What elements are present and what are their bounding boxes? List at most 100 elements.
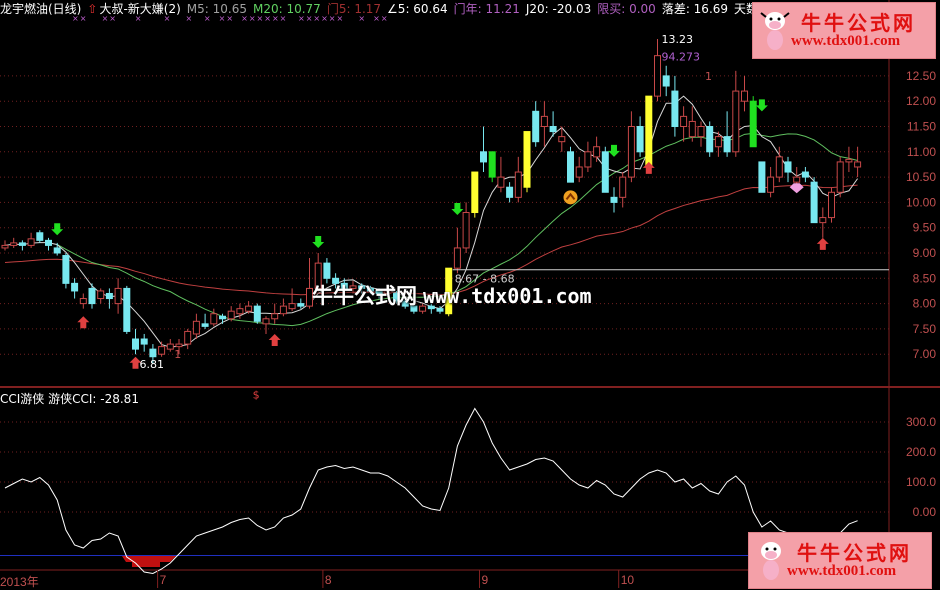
candle-up	[540, 115, 548, 127]
candle-up	[114, 287, 122, 305]
green-down-arrow-icon	[312, 235, 325, 248]
y-tick-label: 12.00	[906, 94, 936, 108]
candle-down	[436, 308, 444, 312]
candle-down	[480, 151, 487, 163]
candle-up	[271, 313, 279, 320]
red-up-arrow-icon	[129, 356, 142, 369]
candle-down	[427, 305, 435, 310]
candle-down	[253, 305, 261, 322]
candle-up	[793, 176, 801, 183]
candle-up	[514, 171, 522, 198]
candle-up	[497, 176, 505, 188]
candle-up	[845, 158, 853, 163]
candle-down	[149, 348, 157, 358]
chart-annotation: $	[253, 389, 260, 402]
candle-down	[45, 239, 52, 246]
cci-line	[4, 407, 858, 575]
candle-up	[854, 161, 862, 168]
candle-down	[567, 151, 574, 183]
candle-up	[166, 343, 174, 350]
candle-down	[671, 90, 679, 127]
date-label: 2013年	[0, 575, 39, 589]
red-up-arrow-icon	[816, 237, 829, 250]
candle-up	[688, 120, 696, 138]
candle-down	[53, 247, 61, 254]
signal-marker-row: ×× ×× × × × × ×× ×××××× ×××××× × ××	[72, 14, 389, 23]
header-values: M5: 10.65 M20: 10.77 门5: 1.17 ∠5: 60.64 门年: …	[187, 2, 799, 16]
header-value: 落差: 16.69	[661, 2, 729, 16]
candle-yellow	[523, 131, 531, 188]
stock-title: 龙宇燃油(日线)	[0, 2, 82, 16]
candle-up	[262, 318, 270, 325]
candle-up	[1, 244, 9, 249]
candle-down	[18, 242, 26, 246]
y-tick-label: 7.50	[913, 322, 937, 336]
indicator-name: 大叔-新大嫌(2)	[99, 2, 181, 16]
cow-mascot-icon	[761, 542, 781, 580]
logo-url: www.tdx001.com	[787, 563, 897, 579]
candle-down	[810, 181, 818, 224]
candle-up	[654, 55, 661, 97]
logo-name: 牛牛公式网	[801, 11, 916, 35]
chart-annotation: 94.273	[662, 51, 701, 64]
diamond-icon	[789, 183, 804, 194]
y-tick-label: 8.50	[913, 271, 937, 285]
green-down-arrow-icon	[51, 223, 64, 236]
logo-url: www.tdx001.com	[791, 33, 901, 49]
candle-down	[506, 186, 514, 198]
candle-up	[775, 156, 783, 178]
candle-down	[140, 338, 148, 345]
candle-down	[88, 287, 96, 305]
candle-down	[219, 315, 226, 320]
candle-down	[366, 287, 374, 292]
chart-annotation: 1	[174, 348, 181, 361]
candle-up	[227, 310, 235, 320]
logo-name: 牛牛公式网	[797, 541, 912, 565]
header-value: M5: 10.65	[186, 2, 247, 16]
watermark-name: 牛牛公式网	[312, 284, 417, 308]
red-up-arrow-icon	[77, 316, 90, 329]
chart-annotation: 13.23	[662, 33, 694, 46]
candle-up	[767, 176, 775, 193]
candle-up	[741, 90, 748, 102]
cci-tick-label: 0.00	[913, 505, 937, 519]
date-label: 10	[620, 573, 635, 587]
logo-bottom: 牛牛公式网 www.tdx001.com	[748, 532, 932, 589]
cci-tick-label: 100.0	[906, 475, 936, 489]
header-value: ∠5: 60.64	[387, 2, 448, 16]
candle-down	[62, 255, 70, 284]
candle-up	[619, 176, 627, 198]
red-up-arrow-icon: ⇧	[87, 2, 98, 16]
candle-down	[610, 196, 618, 203]
candle-up	[828, 191, 835, 219]
chart-header: 龙宇燃油(日线) ⇧ 大叔-新大嫌(2) M5: 10.65 M20: 10.77 门5:…	[0, 1, 805, 17]
candle-up	[819, 217, 827, 224]
candle-up	[184, 330, 192, 345]
header-value: M20: 10.77	[252, 2, 321, 16]
candle-up	[558, 136, 566, 143]
candle-up	[575, 166, 583, 178]
candle-down	[532, 110, 540, 143]
red-up-arrow-icon	[268, 333, 281, 346]
candle-up	[27, 238, 35, 246]
candle-up	[97, 290, 105, 300]
candle-down	[636, 126, 644, 153]
date-label: 9	[481, 573, 489, 587]
candle-up	[714, 136, 722, 148]
y-tick-label: 10.00	[906, 195, 936, 209]
header-value: J20: -20.03	[525, 2, 592, 16]
cow-mascot-icon	[760, 12, 790, 50]
candle-down	[393, 292, 400, 302]
candle-up	[836, 161, 844, 193]
watermark-url: www.tdx001.com	[423, 284, 592, 308]
y-tick-label: 7.00	[913, 347, 937, 361]
candle-down	[758, 161, 766, 193]
candle-up	[175, 343, 183, 348]
candle-down	[784, 161, 792, 173]
candle-green	[488, 151, 496, 178]
candle-up	[10, 242, 18, 246]
candle-up	[697, 126, 705, 138]
candle-down	[340, 282, 348, 289]
header-value: 门5: 1.17	[326, 2, 382, 16]
